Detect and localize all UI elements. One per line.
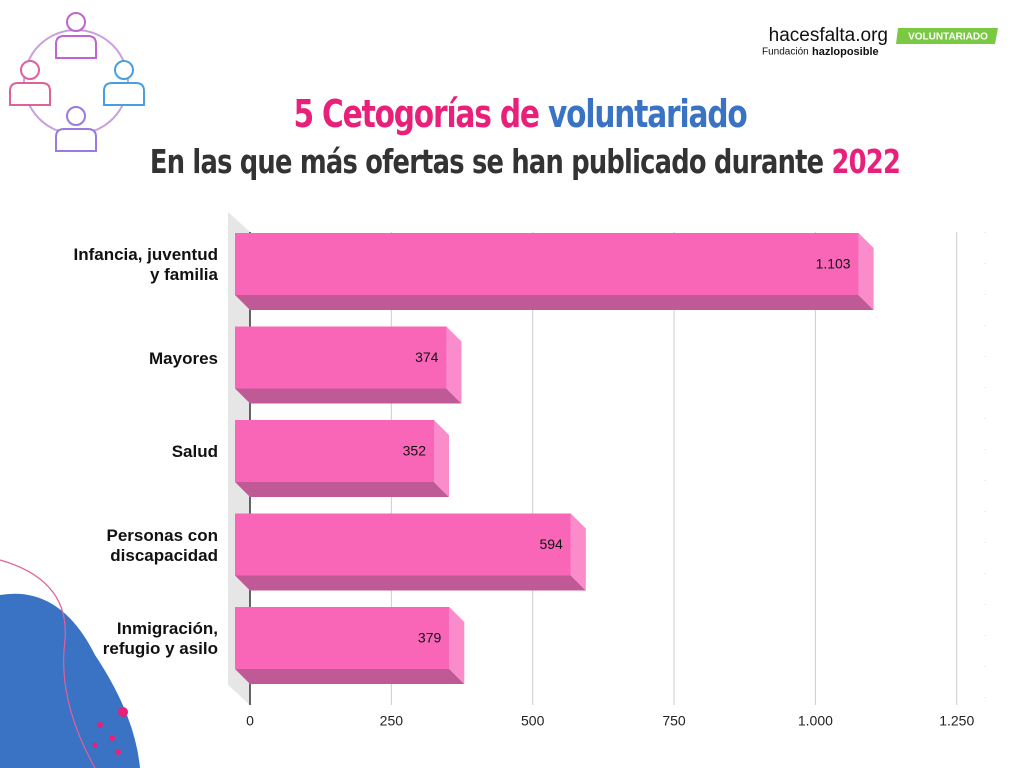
subtitle-part: 2022 [831, 142, 901, 181]
dots [92, 707, 128, 755]
category-label: Infancia, juventud y familia [73, 245, 218, 284]
x-tick-label: 1.250 [939, 713, 974, 729]
bar [235, 233, 859, 295]
bar-bottom [235, 575, 586, 591]
bar [235, 326, 447, 389]
value-label: 374 [415, 349, 439, 365]
title-part: 5 Cetogorías de [293, 92, 540, 136]
bar-bottom [235, 669, 465, 684]
brand-foundation: Fundación [762, 47, 809, 58]
value-label: 352 [403, 443, 427, 459]
bar-side [449, 607, 465, 684]
badge-bg [896, 28, 998, 44]
curve [0, 559, 96, 768]
value-label: 594 [539, 536, 563, 552]
bar [235, 420, 435, 482]
value-label: 379 [418, 630, 442, 646]
bar-bottom [235, 388, 462, 404]
people-icon [9, 12, 145, 152]
x-tick-label: 750 [662, 713, 686, 729]
category-label: Inmigración, refugio y asilo [102, 619, 218, 658]
brand-foundation-name: hazloposible [812, 46, 879, 58]
subtitle-part: En las que más ofertas se han publicado … [149, 142, 824, 181]
bar-bottom [235, 482, 450, 497]
brand-site: hacesfalta.org [769, 25, 888, 46]
bar-side [446, 326, 462, 404]
blob [0, 593, 140, 768]
x-tick-label: 500 [521, 713, 545, 729]
bar [235, 513, 571, 576]
value-label: 1.103 [816, 256, 851, 272]
category-label: Salud [171, 442, 218, 461]
bar-bottom [235, 295, 874, 310]
title: 5 Cetogorías de voluntariado [114, 92, 925, 136]
subtitle: En las que más ofertas se han publicado … [116, 142, 935, 181]
x-tick-label: 250 [380, 713, 404, 729]
bar-side [434, 420, 450, 497]
x-tick-label: 1.000 [798, 713, 833, 729]
category-label: Personas con discapacidad [106, 525, 219, 565]
title-part: voluntariado [548, 92, 748, 136]
bar-side [858, 233, 874, 310]
bar-side [570, 513, 586, 591]
badge: VOLUNTARIADO [908, 32, 988, 43]
x-tick-label: 0 [246, 713, 254, 729]
bar [235, 607, 450, 669]
category-label: Mayores [149, 348, 218, 368]
